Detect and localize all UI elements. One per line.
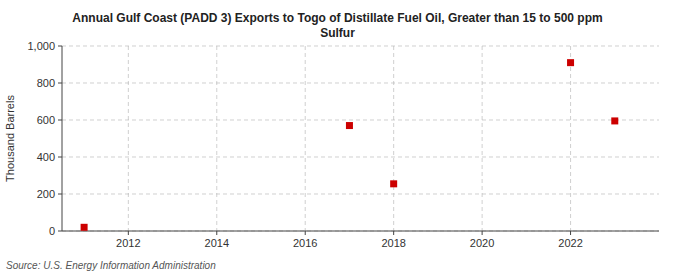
tick-mark — [58, 157, 62, 158]
tick-label: 400 — [37, 151, 55, 163]
tick-label: 2020 — [470, 237, 494, 249]
point — [567, 59, 574, 66]
tick-label: 1,000 — [27, 40, 55, 52]
tick-mark — [58, 83, 62, 84]
chart: Annual Gulf Coast (PADD 3) Exports to To… — [0, 0, 675, 275]
tick-mark — [570, 231, 571, 235]
tick-label: 2016 — [293, 237, 317, 249]
x-axis-line — [62, 231, 659, 232]
grid-line — [570, 46, 571, 231]
point — [346, 122, 353, 129]
annotation: Source: U.S. Energy Information Administ… — [6, 260, 216, 271]
tick-label: 800 — [37, 77, 55, 89]
axis-label: Thousand Barrels — [4, 95, 16, 182]
grid-line — [62, 46, 659, 47]
grid-line — [305, 46, 306, 231]
tick-mark — [58, 231, 62, 232]
title: Annual Gulf Coast (PADD 3) Exports to To… — [72, 11, 602, 40]
point — [390, 180, 397, 187]
point — [611, 117, 618, 124]
tick-label: 2012 — [116, 237, 140, 249]
tick-mark — [305, 231, 306, 235]
grid-line — [482, 46, 483, 231]
grid-line — [216, 46, 217, 231]
tick-mark — [482, 231, 483, 235]
tick-mark — [393, 231, 394, 235]
tick-label: 2022 — [558, 237, 582, 249]
grid-line — [62, 120, 659, 121]
grid-line — [62, 194, 659, 195]
grid-line — [128, 46, 129, 231]
axes: 0 200 400 600 800 1,000 2012 2014 2016 2018 2020 20… — [27, 40, 659, 249]
points — [81, 59, 619, 231]
grid-line — [393, 46, 394, 231]
tick-mark — [58, 194, 62, 195]
tick-mark — [58, 120, 62, 121]
tick-mark — [128, 231, 129, 235]
grid — [62, 46, 659, 231]
tick-label: 600 — [37, 114, 55, 126]
tick-mark — [216, 231, 217, 235]
tick-mark — [58, 46, 62, 47]
grid-line — [62, 157, 659, 158]
tick-label: 0 — [49, 225, 55, 237]
point — [81, 224, 88, 231]
grid-line — [62, 231, 659, 232]
grid-line — [62, 83, 659, 84]
tick-label: 2014 — [205, 237, 229, 249]
tick-label: 200 — [37, 188, 55, 200]
y-axis-line — [62, 46, 63, 231]
tick-label: 2018 — [381, 237, 405, 249]
